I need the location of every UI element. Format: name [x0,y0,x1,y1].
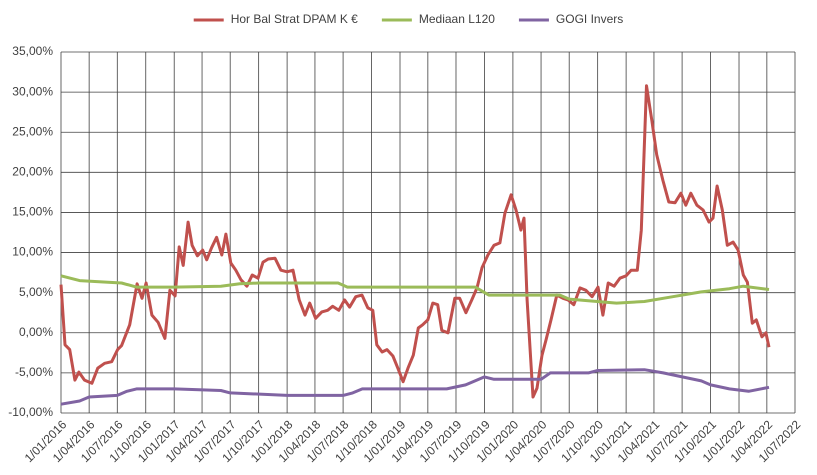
legend-label: Hor Bal Strat DPAM K € [231,12,358,26]
y-tick-label: 15,00% [12,205,53,219]
y-tick-label: -10,00% [8,405,53,419]
y-tick-label: -5,00% [15,365,53,379]
series-line [59,84,771,399]
series-line [60,274,770,305]
y-tick-label: 5,00% [19,285,53,299]
legend-label: GOGI Invers [556,12,623,26]
legend-label: Mediaan L120 [419,12,495,26]
y-tick-label: 30,00% [12,84,53,98]
y-tick-label: 20,00% [12,165,53,179]
legend: Hor Bal Strat DPAM K € Mediaan L120 GOGI I… [193,12,623,26]
y-tick-label: 35,00% [12,44,53,58]
series-line [60,368,770,406]
y-tick-label: 0,00% [19,325,53,339]
y-tick-label: 25,00% [12,124,53,138]
y-tick-label: 10,00% [12,245,53,259]
